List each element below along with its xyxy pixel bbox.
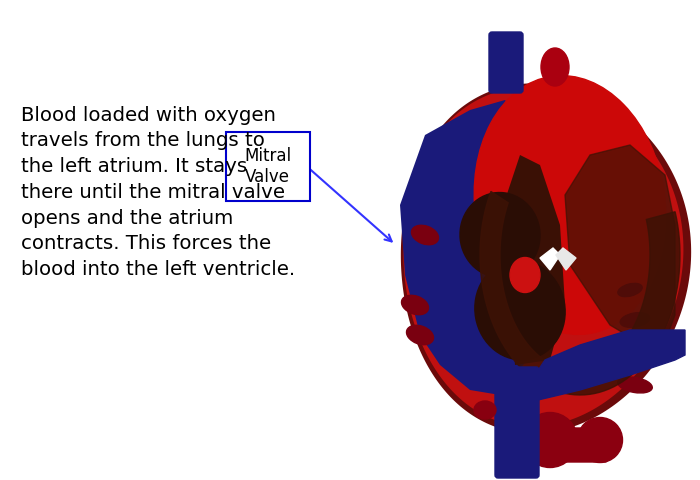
- Ellipse shape: [617, 377, 652, 393]
- FancyBboxPatch shape: [548, 428, 607, 462]
- Ellipse shape: [460, 192, 540, 277]
- Ellipse shape: [522, 412, 578, 468]
- Polygon shape: [565, 145, 675, 355]
- Ellipse shape: [618, 283, 642, 297]
- Ellipse shape: [474, 75, 666, 335]
- Ellipse shape: [475, 260, 565, 360]
- Ellipse shape: [407, 325, 433, 345]
- Ellipse shape: [578, 418, 622, 463]
- Polygon shape: [500, 155, 565, 365]
- Polygon shape: [401, 84, 691, 433]
- Text: Mitral
Valve: Mitral Valve: [244, 147, 291, 186]
- FancyBboxPatch shape: [489, 32, 523, 93]
- Polygon shape: [480, 192, 680, 395]
- Polygon shape: [540, 248, 560, 270]
- Ellipse shape: [541, 48, 569, 86]
- Polygon shape: [403, 87, 683, 427]
- Ellipse shape: [474, 401, 496, 419]
- Polygon shape: [535, 330, 685, 400]
- Polygon shape: [556, 248, 576, 270]
- Ellipse shape: [412, 225, 438, 245]
- Polygon shape: [400, 100, 550, 395]
- Ellipse shape: [620, 312, 650, 327]
- FancyBboxPatch shape: [495, 367, 539, 478]
- FancyBboxPatch shape: [225, 132, 310, 201]
- Text: Blood loaded with oxygen
travels from the lungs to
the left atrium. It stays
the: Blood loaded with oxygen travels from th…: [21, 106, 295, 279]
- Ellipse shape: [631, 349, 659, 361]
- Ellipse shape: [402, 295, 428, 315]
- Ellipse shape: [510, 257, 540, 292]
